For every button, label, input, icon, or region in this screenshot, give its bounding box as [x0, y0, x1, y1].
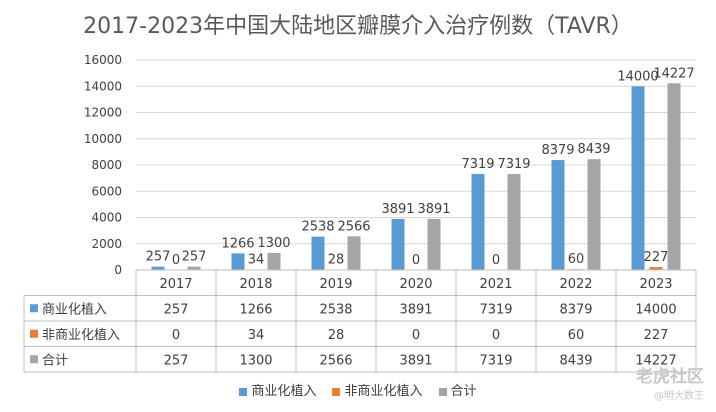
data-label: 257	[146, 250, 171, 265]
legend-swatch	[239, 387, 248, 396]
y-tick-label: 12000	[84, 106, 122, 120]
table-cell: 257	[164, 302, 189, 317]
table-cell: 14227	[635, 353, 676, 368]
legend-item: 商业化植入	[239, 380, 316, 399]
y-tick-label: 0	[114, 263, 122, 277]
table-series-name: 合计	[42, 353, 68, 368]
table-cell: 0	[412, 328, 420, 343]
bar-1-2019	[311, 236, 325, 270]
watermark-main: 老虎社区	[636, 367, 704, 387]
table-cell: 14000	[635, 302, 676, 317]
bar-3-2017	[187, 266, 201, 270]
data-label: 14227	[653, 66, 694, 81]
watermark: 老虎社区 @明大数王	[636, 362, 704, 402]
y-tick-label: 10000	[84, 132, 122, 146]
y-tick-label: 6000	[91, 184, 122, 198]
data-label: 7319	[461, 157, 494, 172]
table-cell: 7319	[479, 353, 512, 368]
bar-1-2022	[551, 160, 565, 270]
table-cell: 0	[172, 328, 180, 343]
chart-title: 2017-2023年中国大陆地区瓣膜介入治疗例数（TAVR）	[83, 14, 633, 39]
table-cell: 3891	[399, 302, 432, 317]
x-tick-label: 2022	[559, 277, 592, 292]
table-cell: 0	[492, 328, 500, 343]
table-cell: 28	[328, 328, 345, 343]
x-tick-label: 2020	[399, 277, 432, 292]
table-cell: 34	[248, 328, 265, 343]
data-label: 257	[182, 250, 207, 265]
bar-3-2020	[427, 218, 441, 270]
data-label: 0	[492, 253, 500, 268]
bar-1-2021	[471, 173, 485, 270]
legend-item: 非商业化植入	[332, 380, 423, 399]
data-label: 3891	[417, 202, 450, 217]
y-tick-label: 8000	[91, 158, 122, 172]
bar-1-2020	[391, 218, 405, 270]
table-series-name: 非商业化植入	[42, 328, 120, 343]
bar-3-2019	[347, 236, 361, 270]
y-tick-label: 4000	[91, 211, 122, 225]
bar-3-2018	[267, 252, 281, 270]
table-cell: 2538	[319, 302, 352, 317]
legend-swatch	[438, 387, 447, 396]
data-label: 2566	[337, 219, 370, 234]
watermark-sub: @明大数王	[654, 391, 704, 402]
table-swatch	[30, 355, 38, 364]
table-swatch	[30, 329, 38, 338]
data-label: 8379	[541, 143, 574, 158]
data-label: 34	[248, 253, 265, 268]
legend-item: 合计	[438, 380, 477, 399]
table-cell: 2566	[319, 353, 352, 368]
legend-label: 合计	[450, 384, 477, 399]
x-tick-label: 2023	[639, 277, 672, 292]
bar-1-2018	[231, 253, 245, 270]
legend-label: 非商业化植入	[344, 384, 423, 399]
bar-1-2017	[151, 266, 165, 270]
table-cell: 227	[644, 328, 669, 343]
legend-swatch	[332, 387, 341, 396]
y-tick-label: 2000	[91, 237, 122, 251]
table-cell: 257	[164, 353, 189, 368]
data-label: 8439	[577, 142, 610, 157]
data-label: 0	[412, 253, 420, 268]
bar-1-2023	[631, 86, 645, 270]
table-series-name: 商业化植入	[42, 302, 107, 317]
bar-3-2022	[587, 159, 601, 270]
table-cell: 8439	[559, 353, 592, 368]
table-cell: 1266	[239, 302, 272, 317]
data-label: 3891	[381, 202, 414, 217]
data-label: 14000	[617, 69, 658, 84]
bar-3-2021	[507, 173, 521, 270]
chart-legend: 商业化植入 非商业化植入 合计	[0, 380, 716, 399]
bar-2-2023	[649, 267, 663, 270]
x-tick-label: 2017	[159, 277, 192, 292]
data-label: 1266	[221, 236, 254, 251]
y-tick-label: 16000	[84, 53, 122, 67]
data-label: 2538	[301, 220, 334, 235]
x-tick-label: 2018	[239, 277, 272, 292]
x-tick-label: 2019	[319, 277, 352, 292]
data-label: 0	[172, 253, 180, 268]
table-cell: 60	[568, 328, 585, 343]
data-label: 60	[568, 252, 585, 267]
data-label: 7319	[497, 157, 530, 172]
data-label: 28	[328, 253, 345, 268]
bar-3-2023	[667, 83, 681, 270]
table-cell: 3891	[399, 353, 432, 368]
x-tick-label: 2021	[479, 277, 512, 292]
data-label: 227	[644, 250, 669, 265]
y-tick-label: 14000	[84, 79, 122, 93]
table-cell: 1300	[239, 353, 272, 368]
data-label: 1300	[257, 236, 290, 251]
legend-label: 商业化植入	[251, 384, 317, 399]
table-cell: 8379	[559, 302, 592, 317]
table-swatch	[30, 304, 38, 313]
table-cell: 7319	[479, 302, 512, 317]
